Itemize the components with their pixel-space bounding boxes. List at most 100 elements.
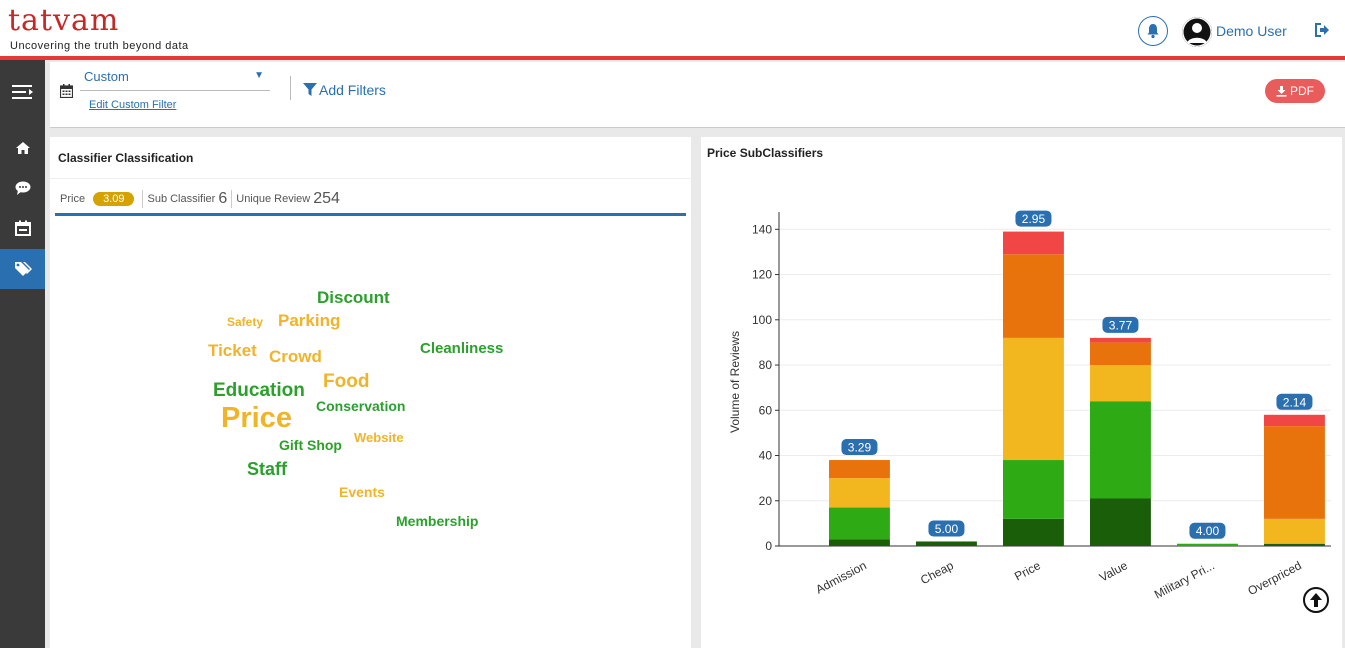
data-label-box bbox=[928, 520, 965, 537]
sub-classifier-label: Sub Classifier bbox=[147, 193, 216, 205]
x-tick-label: Military Pri... bbox=[1152, 558, 1217, 601]
word-cloud-term[interactable]: Discount bbox=[317, 288, 390, 307]
filter-divider bbox=[290, 76, 291, 100]
bar-segment bbox=[1090, 401, 1151, 499]
data-label: 2.95 bbox=[1022, 212, 1046, 226]
y-tick-label: 80 bbox=[759, 358, 773, 372]
user-avatar-icon bbox=[1182, 17, 1212, 47]
word-cloud-term[interactable]: Parking bbox=[278, 311, 341, 330]
bar-segment bbox=[1090, 337, 1151, 343]
bar-segment bbox=[1090, 365, 1151, 402]
bell-icon bbox=[1147, 24, 1159, 39]
price-subclassifiers-panel: Price SubClassifiers 0 20 40 60 80 100 120 140 V… bbox=[701, 137, 1342, 648]
word-cloud-term[interactable]: Price bbox=[221, 402, 292, 434]
y-tick-label: 40 bbox=[759, 449, 773, 463]
data-label: 3.77 bbox=[1109, 318, 1133, 332]
bar-segment bbox=[1090, 342, 1151, 366]
bar-segment bbox=[1090, 498, 1151, 546]
add-filters-label: Add Filters bbox=[319, 82, 386, 98]
data-label: 5.00 bbox=[935, 522, 959, 536]
y-tick-label: 60 bbox=[759, 403, 773, 417]
classifier-stats: Price 3.09 Sub Classifier 6 Unique Revie… bbox=[60, 189, 340, 209]
bar-segment bbox=[1264, 518, 1325, 544]
word-cloud-term[interactable]: Membership bbox=[396, 513, 479, 529]
scroll-to-top-button[interactable] bbox=[1303, 587, 1329, 613]
date-calendar-icon bbox=[59, 84, 74, 103]
calendar-icon bbox=[14, 220, 31, 236]
menu-toggle-icon bbox=[11, 85, 33, 99]
pdf-label: PDF bbox=[1290, 84, 1314, 98]
x-tick-label: Price bbox=[1012, 558, 1043, 583]
sidebar-item-home[interactable] bbox=[0, 128, 45, 168]
word-cloud-term[interactable]: Food bbox=[323, 371, 370, 392]
classifier-label: Price bbox=[60, 193, 86, 205]
logout-icon bbox=[1315, 23, 1329, 37]
unique-review-label: Unique Review bbox=[236, 193, 311, 205]
y-tick-label: 0 bbox=[765, 539, 772, 553]
word-cloud-term[interactable]: Safety bbox=[227, 315, 264, 329]
bar-segment bbox=[1264, 426, 1325, 519]
bar-segment bbox=[1003, 231, 1064, 255]
word-cloud-term[interactable]: Conservation bbox=[316, 398, 406, 414]
divider bbox=[50, 178, 691, 179]
word-cloud-term[interactable]: Website bbox=[354, 430, 404, 445]
word-cloud-term[interactable]: Education bbox=[213, 380, 305, 401]
data-label: 2.14 bbox=[1283, 395, 1307, 409]
chevron-down-icon: ▼ bbox=[254, 70, 264, 81]
user-name[interactable]: Demo User bbox=[1216, 23, 1287, 39]
x-tick-label: Overpriced bbox=[1245, 558, 1303, 598]
avatar[interactable] bbox=[1182, 17, 1212, 47]
date-range-value: Custom bbox=[84, 69, 129, 84]
word-cloud-term[interactable]: Gift Shop bbox=[279, 437, 342, 453]
x-tick-label: Value bbox=[1097, 558, 1130, 585]
x-tick-label: Admission bbox=[813, 558, 868, 596]
word-cloud-term[interactable]: Crowd bbox=[269, 347, 322, 366]
bar-segment bbox=[1003, 337, 1064, 461]
bar-segment bbox=[829, 478, 890, 508]
bar-segment bbox=[1003, 518, 1064, 546]
top-bar: tatvam Uncovering the truth beyond data … bbox=[0, 0, 1345, 56]
arrow-up-icon bbox=[1310, 593, 1322, 607]
date-range-select[interactable]: Custom ▼ bbox=[80, 68, 270, 91]
bar-segment bbox=[1003, 460, 1064, 519]
download-icon bbox=[1276, 85, 1287, 97]
classifier-score-badge: 3.09 bbox=[93, 192, 135, 206]
filter-icon bbox=[303, 83, 317, 96]
data-label-box bbox=[1189, 522, 1226, 539]
tags-icon bbox=[14, 262, 32, 276]
classifier-classification-panel: Classifier Classification Price 3.09 Sub… bbox=[50, 137, 691, 648]
word-cloud-term[interactable]: Cleanliness bbox=[420, 340, 504, 357]
panel-title: Classifier Classification bbox=[58, 151, 194, 165]
bar-segment bbox=[1264, 414, 1325, 427]
sidebar-item-comments[interactable] bbox=[0, 168, 45, 208]
word-cloud-term[interactable]: Ticket bbox=[208, 341, 257, 360]
pdf-download-button[interactable]: PDF bbox=[1265, 79, 1325, 103]
data-label: 3.29 bbox=[848, 441, 872, 455]
sidebar-toggle[interactable] bbox=[0, 72, 45, 112]
header-accent-line bbox=[0, 56, 1345, 60]
tagline: Uncovering the truth beyond data bbox=[10, 40, 189, 52]
sidebar-item-calendar[interactable] bbox=[0, 208, 45, 248]
stacked-bar-chart: 0 20 40 60 80 100 120 140 Volume of Reviews 3.29 A… bbox=[728, 210, 1331, 602]
y-tick-label: 20 bbox=[759, 494, 773, 508]
y-tick-label: 120 bbox=[752, 268, 772, 282]
logo[interactable]: tatvam bbox=[8, 3, 120, 38]
y-tick-label: 100 bbox=[752, 313, 772, 327]
data-label-box bbox=[1102, 316, 1139, 333]
word-cloud-term[interactable]: Staff bbox=[247, 459, 287, 479]
x-tick-label: Cheap bbox=[918, 558, 956, 587]
notifications-button[interactable] bbox=[1138, 16, 1168, 46]
tab-underline bbox=[55, 213, 686, 216]
bar-segment bbox=[829, 460, 890, 479]
edit-custom-filter-link[interactable]: Edit Custom Filter bbox=[89, 99, 177, 111]
word-cloud-term[interactable]: Events bbox=[339, 484, 385, 500]
panel-title: Price SubClassifiers bbox=[707, 146, 824, 160]
bar-segment bbox=[1177, 543, 1238, 546]
home-icon bbox=[15, 142, 30, 154]
data-label-box bbox=[1015, 210, 1052, 227]
add-filters-button[interactable]: Add Filters bbox=[303, 82, 386, 98]
sidebar bbox=[0, 60, 45, 648]
sidebar-item-tags[interactable] bbox=[0, 249, 45, 289]
data-label: 4.00 bbox=[1196, 524, 1220, 538]
logout-button[interactable] bbox=[1313, 22, 1331, 43]
